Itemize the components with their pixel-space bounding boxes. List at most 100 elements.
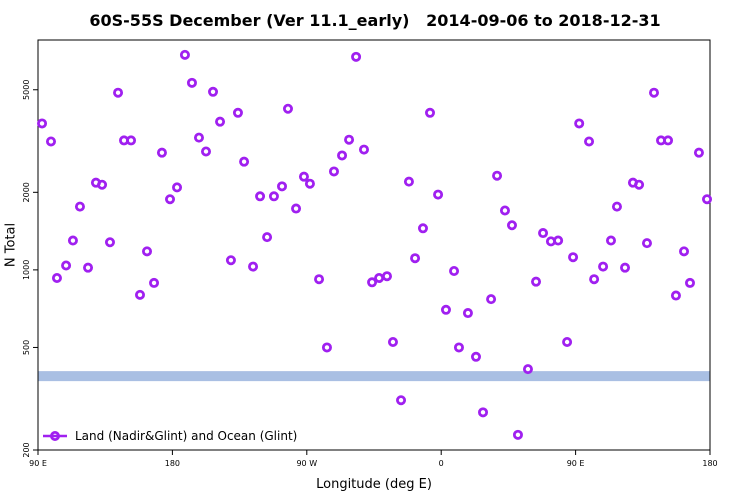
data-point (282, 103, 293, 114)
data-point (337, 150, 348, 161)
reference-band (38, 371, 710, 382)
x-tick-label: 90 E (29, 459, 47, 468)
data-point (328, 166, 339, 177)
data-point (403, 176, 414, 187)
data-point (478, 407, 489, 418)
x-tick-label: 90 E (567, 459, 585, 468)
data-point (351, 51, 362, 62)
data-point (568, 252, 579, 263)
data-point (381, 271, 392, 282)
data-point (634, 179, 645, 190)
data-point (208, 86, 219, 97)
data-point (321, 342, 332, 353)
data-point (165, 194, 176, 205)
data-point (193, 132, 204, 143)
x-tick-label: 180 (165, 459, 180, 468)
data-point (531, 276, 542, 287)
data-point (51, 273, 62, 284)
data-point (142, 246, 153, 257)
data-point (83, 262, 94, 273)
data-point (255, 191, 266, 202)
data-point (562, 336, 573, 347)
data-point (598, 261, 609, 272)
data-point (304, 178, 315, 189)
data-point (225, 255, 236, 266)
data-point (589, 274, 600, 285)
y-tick-label: 2000 (22, 182, 31, 202)
data-point (374, 273, 385, 284)
data-point (239, 156, 250, 167)
data-point (344, 134, 355, 145)
data-point (232, 107, 243, 118)
x-tick-label: 0 (439, 459, 444, 468)
data-point (156, 147, 167, 158)
data-point (433, 189, 444, 200)
data-point (670, 290, 681, 301)
data-point (149, 277, 160, 288)
data-point (248, 261, 259, 272)
data-point (268, 191, 279, 202)
data-point (499, 205, 510, 216)
data-point (277, 181, 288, 192)
data-point (462, 308, 473, 319)
y-tick-label: 1000 (22, 260, 31, 280)
data-point (470, 351, 481, 362)
data-point (67, 235, 78, 246)
data-point (104, 237, 115, 248)
y-axis-label: N Total (4, 223, 19, 267)
data-point (611, 201, 622, 212)
data-point (684, 277, 695, 288)
data-point (522, 364, 533, 375)
data-point (200, 146, 211, 157)
y-tick-label: 5000 (22, 80, 31, 100)
x-tick-label: 180 (702, 459, 717, 468)
data-point (440, 304, 451, 315)
data-point (649, 87, 660, 98)
data-point (358, 144, 369, 155)
y-tick-label: 200 (22, 442, 31, 457)
data-point (584, 136, 595, 147)
x-axis-label: Longitude (deg E) (316, 477, 432, 492)
legend-label: Land (Nadir&Glint) and Ocean (Glint) (75, 429, 297, 443)
data-point (512, 429, 523, 440)
data-point (396, 395, 407, 406)
data-point (215, 116, 226, 127)
data-point (679, 246, 690, 257)
legend-marker (50, 430, 61, 441)
data-point (291, 203, 302, 214)
data-point (424, 107, 435, 118)
data-point (314, 274, 325, 285)
x-tick-label: 90 W (296, 459, 317, 468)
data-point (574, 118, 585, 129)
plot-frame (37, 39, 711, 451)
data-point (492, 170, 503, 181)
data-point (186, 77, 197, 88)
data-point (172, 182, 183, 193)
data-point (74, 201, 85, 212)
data-point (553, 235, 564, 246)
data-point (605, 235, 616, 246)
data-point (663, 135, 674, 146)
data-point (417, 223, 428, 234)
data-point (113, 87, 124, 98)
data-point (449, 266, 460, 277)
data-point (693, 147, 704, 158)
data-point (387, 336, 398, 347)
data-point (134, 289, 145, 300)
data-point (620, 262, 631, 273)
data-point (262, 232, 273, 243)
data-point (453, 342, 464, 353)
data-point (179, 49, 190, 60)
data-point (538, 228, 549, 239)
data-point (97, 179, 108, 190)
data-point (641, 238, 652, 249)
data-point (410, 253, 421, 264)
data-point (37, 118, 48, 129)
data-point (367, 277, 378, 288)
y-tick-label: 500 (22, 340, 31, 355)
data-point (126, 135, 137, 146)
chart-title: 60S-55S December (Ver 11.1_early) 2014-0… (89, 11, 660, 30)
data-point (45, 136, 56, 147)
